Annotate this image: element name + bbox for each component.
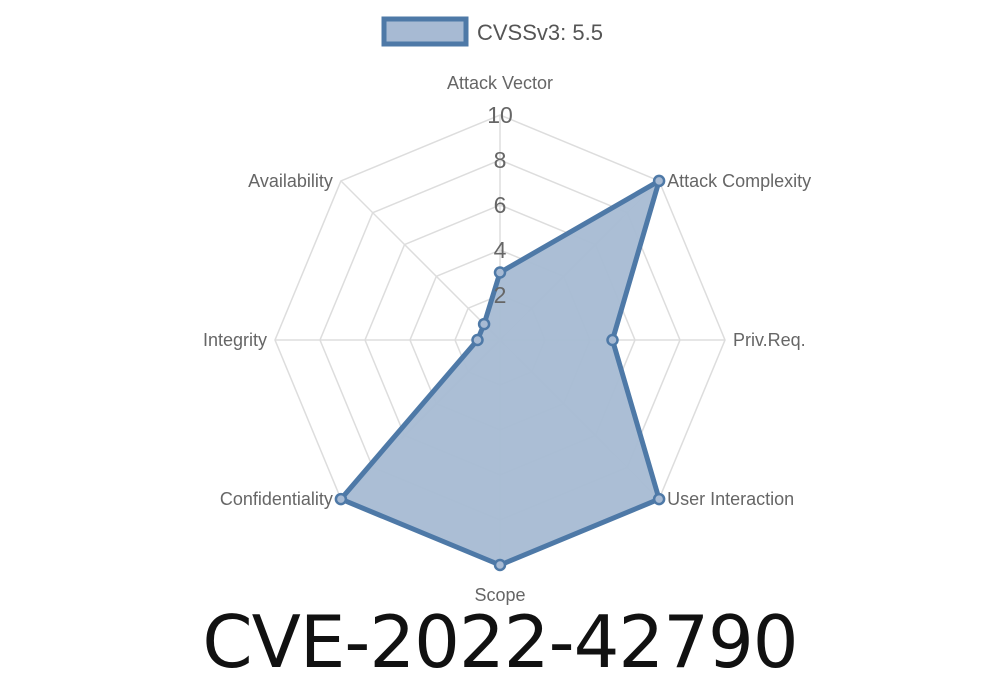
- data-point[interactable]: [652, 492, 666, 506]
- data-point[interactable]: [477, 317, 491, 331]
- tick-label: 6: [494, 192, 507, 218]
- data-point[interactable]: [606, 333, 619, 347]
- data-point[interactable]: [471, 333, 484, 347]
- data-point[interactable]: [493, 266, 507, 279]
- tick-label: 4: [494, 237, 507, 263]
- data-point[interactable]: [493, 558, 507, 572]
- tick-label: 10: [487, 102, 513, 128]
- axis-label: Confidentiality: [220, 489, 333, 509]
- tick-label: 2: [494, 282, 507, 308]
- axis-label: Availability: [248, 171, 333, 191]
- legend[interactable]: CVSSv3: 5.5: [381, 16, 603, 47]
- axis-labels: Attack Vector Attack Complexity Priv.Req. U…: [203, 73, 811, 605]
- tick-label: 8: [494, 147, 507, 173]
- axis-label: Attack Vector: [447, 73, 553, 93]
- cve-title: CVE-2022-42790: [202, 600, 798, 684]
- legend-swatch: [381, 16, 469, 47]
- axis-label: Priv.Req.: [733, 330, 806, 350]
- legend-label: CVSSv3: 5.5: [477, 20, 603, 45]
- axis-label: Integrity: [203, 330, 267, 350]
- grid-spoke: [340, 180, 501, 341]
- axis-label: User Interaction: [667, 489, 794, 509]
- series-cvss: [334, 174, 666, 572]
- data-point[interactable]: [334, 492, 348, 506]
- axis-label: Scope: [474, 585, 525, 605]
- axis-label: Attack Complexity: [667, 171, 811, 191]
- radial-tick-labels: 2 4 6 8 10: [487, 102, 513, 308]
- data-point[interactable]: [652, 174, 666, 188]
